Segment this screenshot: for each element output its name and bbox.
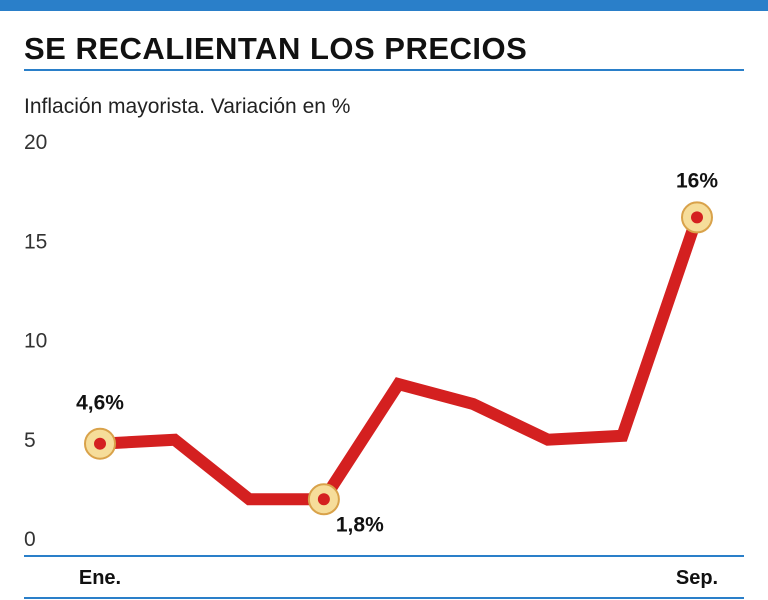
highlight-markers (84, 201, 713, 516)
y-tick-label: 20 (24, 131, 47, 154)
x-tick-label: Sep. (676, 567, 718, 589)
data-point-dot (94, 437, 106, 450)
y-tick-label: 10 (24, 330, 47, 353)
y-tick-label: 0 (24, 528, 36, 551)
y-tick-label: 15 (24, 230, 47, 253)
data-label: 1,8% (336, 513, 384, 536)
data-label: 4,6% (76, 392, 124, 415)
x-tick-label: Ene. (79, 567, 121, 589)
data-point-dot (691, 211, 703, 224)
series-line-group (99, 215, 703, 506)
series-line (99, 215, 703, 506)
chart-subtitle: Inflación mayorista. Variación en % (24, 95, 351, 118)
data-point-dot (317, 493, 330, 506)
title-divider (24, 69, 744, 71)
data-label: 16% (676, 169, 718, 192)
top-accent-bar (0, 0, 768, 11)
y-axis-ticks: 20 15 10 5 0 (24, 131, 47, 551)
x-axis-ticks: Ene. Sep. (79, 567, 718, 589)
bottom-divider (24, 597, 744, 599)
data-labels: 4,6% 1,8% 16% (76, 169, 718, 536)
chart-title: SE RECALIENTAN LOS PRECIOS (24, 31, 528, 66)
y-tick-label: 5 (24, 429, 36, 452)
